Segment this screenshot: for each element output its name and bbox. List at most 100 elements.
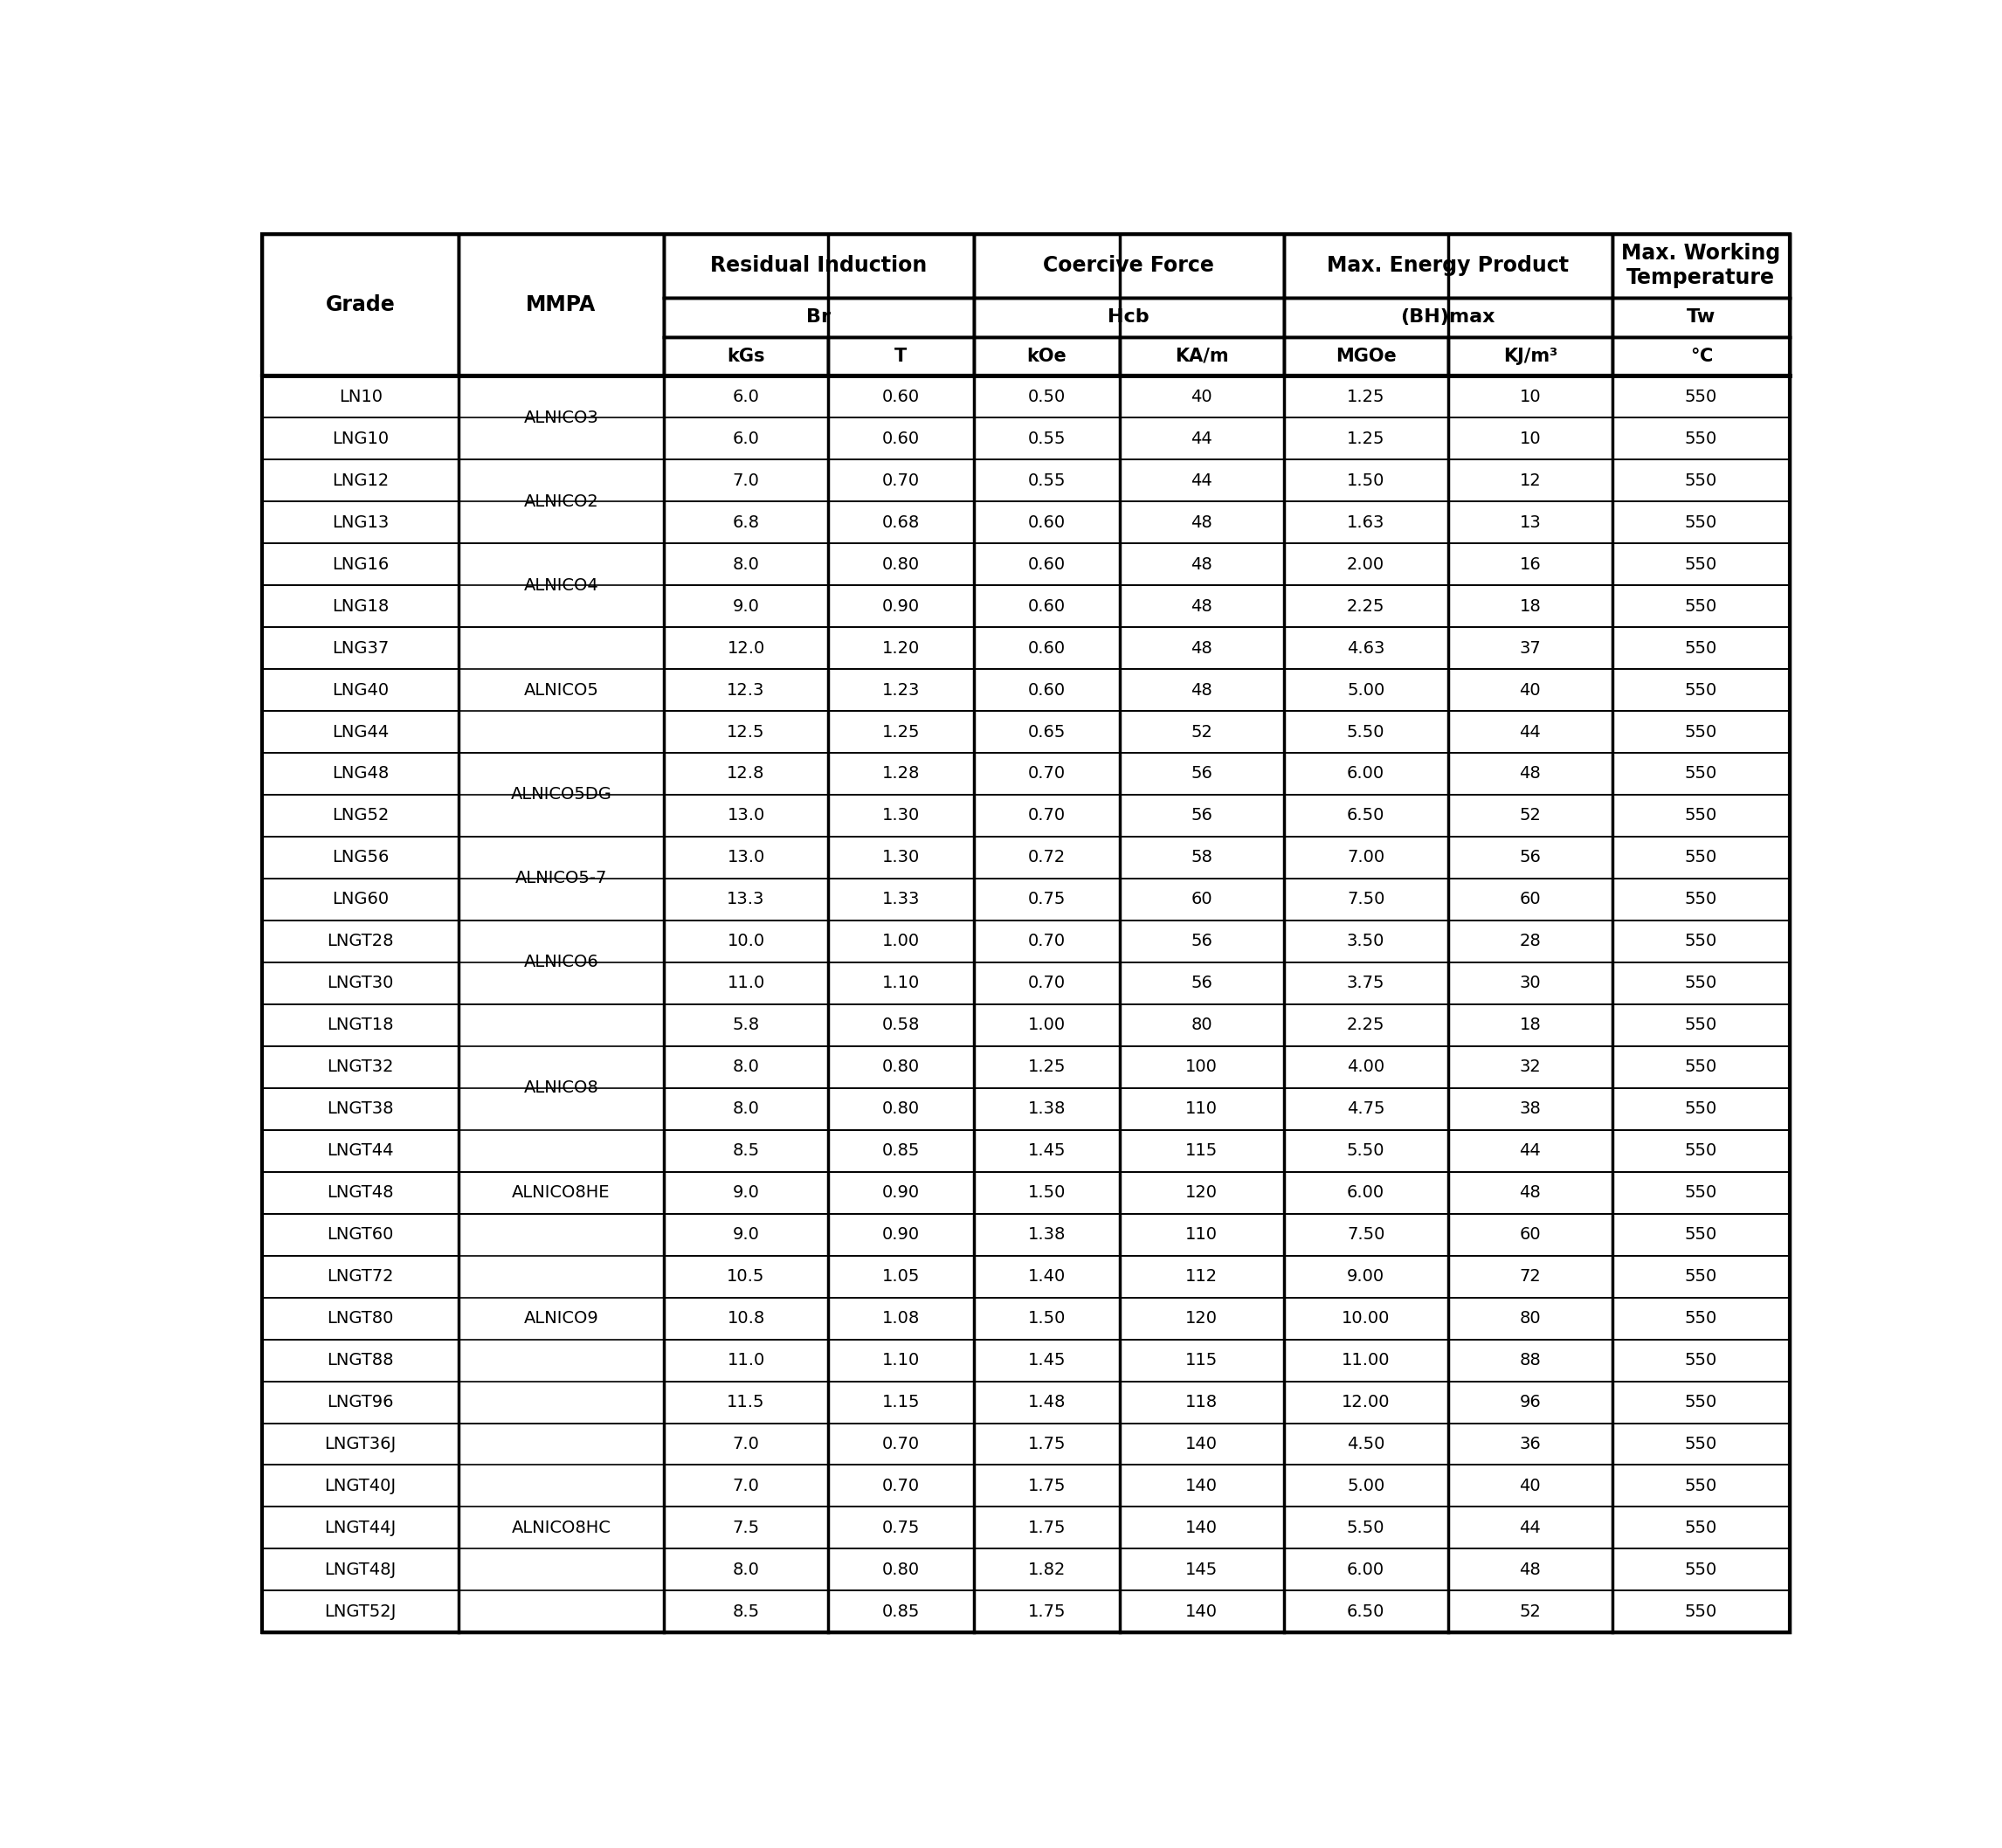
Text: ALNICO5DG: ALNICO5DG [511, 787, 613, 804]
Text: 18: 18 [1520, 1016, 1542, 1033]
Bar [262, 543, 458, 586]
Text: 1.33: 1.33 [883, 891, 919, 907]
Text: 12.8: 12.8 [727, 765, 765, 782]
Text: 550: 550 [1684, 765, 1718, 782]
Text: 6.50: 6.50 [1347, 1604, 1385, 1621]
Bar [1119, 375, 1283, 418]
Text: 140: 140 [1185, 1604, 1217, 1621]
Bar [1283, 1214, 1447, 1255]
Bar [1447, 1088, 1612, 1129]
Text: 1.00: 1.00 [1027, 1016, 1065, 1033]
Text: LNGT36J: LNGT36J [324, 1436, 396, 1453]
Text: 0.55: 0.55 [1027, 431, 1065, 447]
Bar [1283, 501, 1447, 543]
Text: LNG52: LNG52 [332, 808, 388, 824]
Text: 10.5: 10.5 [727, 1268, 765, 1284]
Bar [1283, 336, 1447, 375]
Bar [829, 626, 973, 669]
Bar [1283, 1465, 1447, 1506]
Text: 32: 32 [1520, 1059, 1542, 1076]
Text: 96: 96 [1520, 1393, 1542, 1410]
Bar [1612, 1172, 1790, 1214]
Text: 0.60: 0.60 [1027, 514, 1065, 530]
Bar [262, 752, 458, 795]
Text: 8.0: 8.0 [733, 1562, 759, 1578]
Text: 100: 100 [1185, 1059, 1217, 1076]
Text: 52: 52 [1520, 1604, 1542, 1621]
Bar [1283, 837, 1447, 878]
Text: 52: 52 [1520, 808, 1542, 824]
Bar [1283, 418, 1447, 460]
Bar [1447, 460, 1612, 501]
Bar [1447, 336, 1612, 375]
Text: 6.8: 6.8 [733, 514, 759, 530]
Text: 80: 80 [1191, 1016, 1213, 1033]
Text: 1.75: 1.75 [1027, 1519, 1065, 1536]
Text: 550: 550 [1684, 1519, 1718, 1536]
Text: 1.50: 1.50 [1027, 1185, 1065, 1201]
Bar [973, 375, 1119, 418]
Bar [1447, 1423, 1612, 1465]
Text: LNGT38: LNGT38 [326, 1101, 394, 1118]
Text: 10.8: 10.8 [727, 1310, 765, 1327]
Bar [1283, 1423, 1447, 1465]
Text: 550: 550 [1684, 431, 1718, 447]
Text: 140: 140 [1185, 1519, 1217, 1536]
Bar [829, 1380, 973, 1423]
Text: 13.0: 13.0 [727, 808, 765, 824]
Text: 550: 550 [1684, 599, 1718, 615]
Text: 0.70: 0.70 [1027, 808, 1065, 824]
Bar [458, 626, 665, 752]
Text: 0.72: 0.72 [1027, 850, 1065, 867]
Text: ALNICO6: ALNICO6 [525, 954, 599, 970]
Bar [1612, 878, 1790, 920]
Text: 9.00: 9.00 [1347, 1268, 1385, 1284]
Text: 48: 48 [1520, 765, 1542, 782]
Text: 550: 550 [1684, 808, 1718, 824]
Bar [1119, 460, 1283, 501]
Text: LNGT60: LNGT60 [326, 1227, 394, 1244]
Bar [1119, 1255, 1283, 1297]
Bar [1119, 543, 1283, 586]
Text: 48: 48 [1191, 682, 1213, 699]
Text: 12.0: 12.0 [727, 639, 765, 656]
Bar [973, 963, 1119, 1003]
Bar [1119, 418, 1283, 460]
Bar [262, 235, 458, 375]
Bar [973, 1423, 1119, 1465]
Bar [1119, 626, 1283, 669]
Text: 7.0: 7.0 [733, 1436, 759, 1453]
Text: 0.55: 0.55 [1027, 473, 1065, 488]
Text: 140: 140 [1185, 1436, 1217, 1453]
Bar [1447, 920, 1612, 963]
Text: T: T [895, 347, 907, 366]
Bar [262, 1340, 458, 1380]
Text: LNGT44J: LNGT44J [324, 1519, 396, 1536]
Text: LNG12: LNG12 [332, 473, 388, 488]
Text: ALNICO8HE: ALNICO8HE [513, 1185, 611, 1201]
Text: 0.90: 0.90 [883, 1185, 919, 1201]
Text: 0.60: 0.60 [1027, 599, 1065, 615]
Text: 550: 550 [1684, 514, 1718, 530]
Text: 1.23: 1.23 [883, 682, 919, 699]
Bar [1119, 878, 1283, 920]
Text: 0.58: 0.58 [883, 1016, 919, 1033]
Text: 0.70: 0.70 [883, 1436, 919, 1453]
Bar [1612, 669, 1790, 711]
Bar [262, 501, 458, 543]
Bar [458, 543, 665, 626]
Bar [1119, 1340, 1283, 1380]
Bar [665, 418, 829, 460]
Text: 13.0: 13.0 [727, 850, 765, 867]
Bar [665, 1423, 829, 1465]
Bar [665, 963, 829, 1003]
Text: ALNICO3: ALNICO3 [525, 410, 599, 425]
Text: 0.75: 0.75 [883, 1519, 919, 1536]
Bar [665, 1214, 829, 1255]
Bar [1612, 235, 1790, 298]
Text: 0.60: 0.60 [883, 388, 919, 405]
Text: 40: 40 [1191, 388, 1213, 405]
Bar [1447, 586, 1612, 626]
Text: ALNICO5: ALNICO5 [525, 682, 599, 699]
Text: 140: 140 [1185, 1478, 1217, 1495]
